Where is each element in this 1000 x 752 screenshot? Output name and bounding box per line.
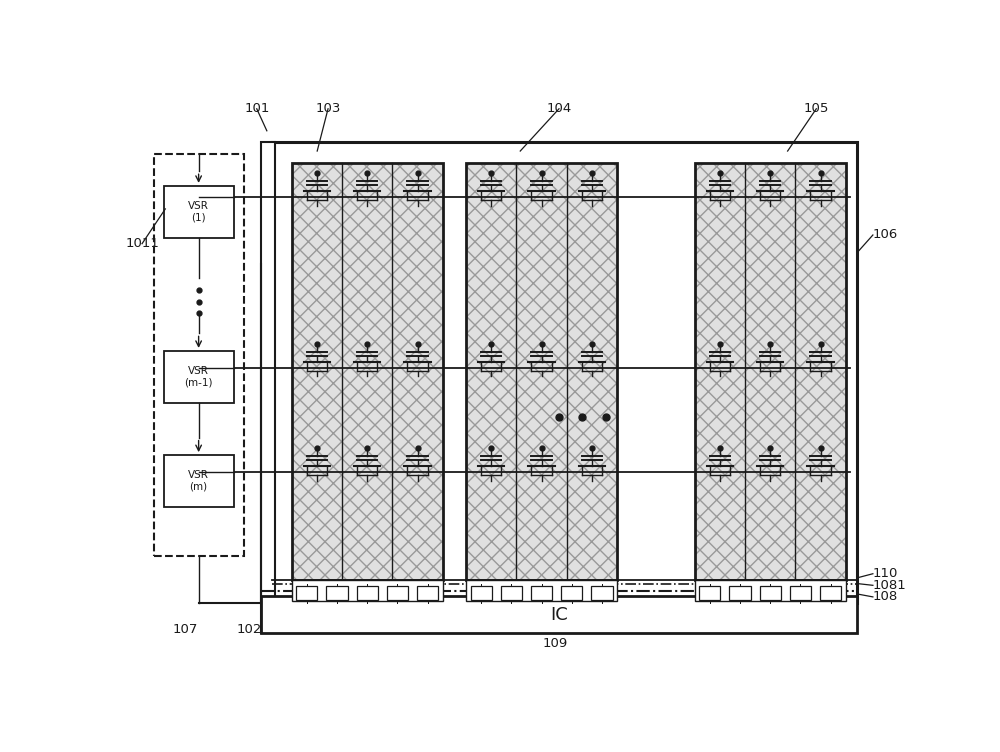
Bar — [466, 580, 617, 601]
Bar — [820, 587, 841, 600]
Text: 1081: 1081 — [873, 579, 907, 592]
Bar — [466, 162, 617, 580]
Text: VSR
(1): VSR (1) — [188, 201, 209, 223]
Bar — [471, 587, 492, 600]
Text: 107: 107 — [173, 623, 198, 636]
Text: VSR
(m): VSR (m) — [188, 470, 209, 492]
Bar — [591, 587, 613, 600]
Text: VSR
(m-1): VSR (m-1) — [184, 366, 213, 388]
Bar — [154, 154, 244, 556]
Bar — [261, 142, 275, 602]
Text: 106: 106 — [873, 229, 898, 241]
Bar — [296, 587, 317, 600]
Bar — [760, 587, 781, 600]
Text: 109: 109 — [542, 637, 568, 650]
Bar — [790, 587, 811, 600]
Bar — [164, 350, 234, 403]
Text: 103: 103 — [315, 102, 341, 115]
Bar — [466, 162, 617, 580]
Bar — [387, 587, 408, 600]
Bar — [501, 587, 522, 600]
Bar — [695, 162, 846, 580]
Text: 110: 110 — [873, 567, 898, 581]
Bar — [261, 596, 857, 633]
Bar — [292, 162, 443, 580]
Bar — [417, 587, 438, 600]
Bar — [695, 162, 846, 580]
Text: 105: 105 — [804, 102, 829, 115]
Bar — [164, 186, 234, 238]
Bar — [292, 162, 443, 580]
Text: 1011: 1011 — [125, 237, 159, 250]
Bar — [729, 587, 751, 600]
Bar — [326, 587, 348, 600]
Text: 101: 101 — [244, 102, 269, 115]
Text: 108: 108 — [873, 590, 898, 603]
Text: 102: 102 — [236, 623, 262, 636]
Bar — [531, 587, 552, 600]
Bar — [699, 587, 720, 600]
Bar — [357, 587, 378, 600]
Text: IC: IC — [550, 605, 568, 623]
Bar — [695, 580, 846, 601]
Bar — [272, 142, 857, 602]
Text: 104: 104 — [546, 102, 572, 115]
Bar — [164, 455, 234, 507]
Bar — [561, 587, 582, 600]
Bar — [292, 580, 443, 601]
